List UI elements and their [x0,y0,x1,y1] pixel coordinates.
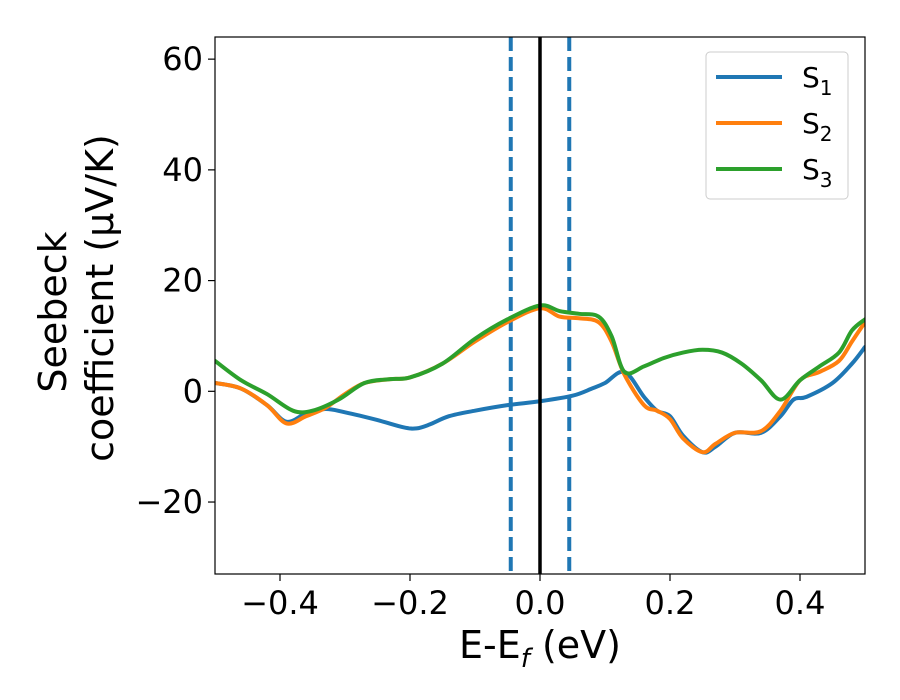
x-axis-title: E-Ef (eV) [459,623,621,674]
legend-item-s3: S3 [716,153,833,192]
legend-label: S2 [802,107,833,146]
legend-label: S1 [802,61,833,100]
series-lines [215,303,865,455]
x-tick-label: −0.2 [371,584,449,622]
legend: S1 S2 S3 [705,51,849,200]
y-axis-title-line2: coefficient (μV/K) [78,134,122,462]
x-tick-label: −0.4 [241,584,319,622]
y-tick-label: 20 [162,262,203,300]
series-line-s3 [215,303,865,415]
legend-item-s2: S2 [716,107,833,146]
series-line-s1 [215,345,865,455]
y-tick-label: 60 [162,40,203,78]
legend-item-s1: S1 [716,61,833,100]
y-axis-ticks: −20 0 20 40 60 [135,40,215,521]
x-tick-label: 0.0 [515,584,566,622]
legend-label: S3 [802,153,833,192]
y-tick-label: 0 [183,372,203,410]
legend-box [705,51,849,200]
x-tick-label: 0.2 [645,584,696,622]
y-axis-title: Seebeck coefficient (μV/K) [31,134,122,462]
y-tick-label: 40 [162,151,203,189]
reference-lines [508,37,572,574]
x-tick-label: 0.4 [775,584,826,622]
y-axis-title-line1: Seebeck [31,231,75,392]
y-tick-label: −20 [135,483,203,521]
x-axis-ticks: −0.4 −0.2 0.0 0.2 0.4 [241,574,825,622]
